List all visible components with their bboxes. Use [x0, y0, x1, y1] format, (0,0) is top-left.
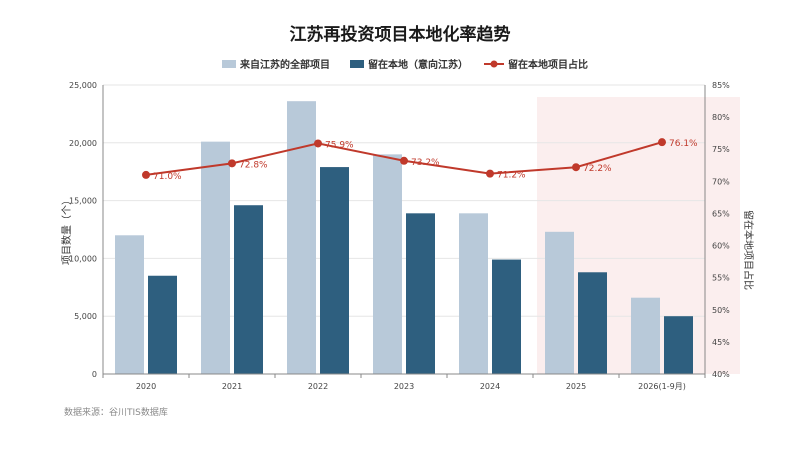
right-axis-ticks: 40% 45% 50% 55% 60% 65% 70% 75% 80% 85%	[712, 81, 730, 379]
bar-all-projects	[201, 141, 230, 374]
x-tick-label: 2025	[566, 382, 586, 391]
y-tick-label: 10,000	[69, 254, 97, 263]
y-right-tick-label: 55%	[712, 274, 730, 283]
y-right-tick-label: 50%	[712, 306, 730, 315]
share-data-label: 71.2%	[497, 171, 526, 181]
bar-local-projects	[234, 205, 263, 374]
bar-local-projects	[664, 316, 693, 374]
bar-local-projects	[320, 167, 349, 374]
y-right-tick-label: 70%	[712, 177, 730, 186]
y-right-tick-label: 45%	[712, 338, 730, 347]
bar-local-projects	[406, 213, 435, 374]
bar-all-projects	[545, 231, 574, 374]
x-tick-label: 2023	[394, 382, 414, 391]
share-data-label: 71.0%	[153, 172, 182, 182]
bar-all-projects	[373, 154, 402, 374]
y-tick-label: 0	[92, 370, 97, 379]
share-data-label: 75.9%	[325, 140, 354, 150]
bar-all-projects	[287, 101, 316, 375]
legend-local-share: 留在本地项目占比	[508, 58, 588, 71]
x-tick-label: 2021	[222, 382, 242, 391]
local-share-line: 71.0% 72.8% 75.9% 73.2% 71.2% 72.2% 76.1%	[142, 138, 698, 182]
bars-local-projects	[148, 167, 693, 374]
bars-all-projects	[115, 101, 660, 375]
y-tick-label: 15,000	[69, 197, 97, 206]
share-marker	[228, 159, 236, 168]
y-tick-label: 5,000	[74, 312, 97, 321]
share-data-label: 73.2%	[411, 158, 440, 168]
y-right-tick-label: 60%	[712, 242, 730, 251]
legend-all-projects: 来自江苏的全部项目	[239, 58, 330, 71]
x-tick-label: 2024	[480, 382, 500, 391]
bar-all-projects	[115, 235, 144, 374]
share-marker	[400, 156, 408, 165]
y-right-tick-label: 80%	[712, 113, 730, 122]
y-tick-label: 25,000	[69, 81, 97, 90]
y-right-tick-label: 75%	[712, 145, 730, 154]
chart-title: 江苏再投资项目本地化率趋势	[290, 24, 511, 45]
x-tick-label: 2022	[308, 382, 328, 391]
bar-local-projects	[148, 275, 177, 374]
axes	[102, 85, 706, 378]
legend-swatch-all-projects	[222, 60, 236, 68]
y-tick-label: 20,000	[69, 139, 97, 148]
y-right-tick-label: 65%	[712, 209, 730, 218]
share-data-label: 72.2%	[583, 164, 612, 174]
y-right-tick-label: 85%	[712, 81, 730, 90]
share-data-label: 76.1%	[669, 139, 698, 149]
y-right-tick-label: 40%	[712, 370, 730, 379]
left-axis-ticks: 0 5,000 10,000 15,000 20,000 25,000	[69, 81, 97, 379]
share-marker	[314, 139, 322, 148]
share-marker	[572, 163, 580, 172]
legend-swatch-local-projects	[350, 60, 364, 68]
y-axis-label-right: 留在本地项目占比	[742, 210, 755, 290]
bar-local-projects	[492, 259, 521, 374]
bar-local-projects	[578, 272, 607, 374]
x-tick-label: 2026(1-9月)	[638, 382, 686, 391]
bar-all-projects	[459, 213, 488, 374]
share-marker	[142, 170, 150, 179]
x-tick-label: 2020	[136, 382, 156, 391]
source-note: 数据来源：谷川TIS数据库	[64, 406, 168, 418]
share-marker	[658, 138, 666, 147]
bar-all-projects	[631, 297, 660, 374]
legend-local-projects: 留在本地（意向江苏）	[368, 58, 468, 71]
share-data-label: 72.8%	[239, 160, 268, 170]
y-axis-label: 项目数量（个）	[60, 195, 73, 265]
legend: 来自江苏的全部项目 留在本地（意向江苏） 留在本地项目占比	[222, 58, 588, 71]
share-marker	[486, 169, 494, 178]
x-axis-ticks: 2020 2021 2022 2023 2024 2025 2026(1-9月)	[136, 382, 686, 391]
legend-marker	[490, 60, 498, 68]
